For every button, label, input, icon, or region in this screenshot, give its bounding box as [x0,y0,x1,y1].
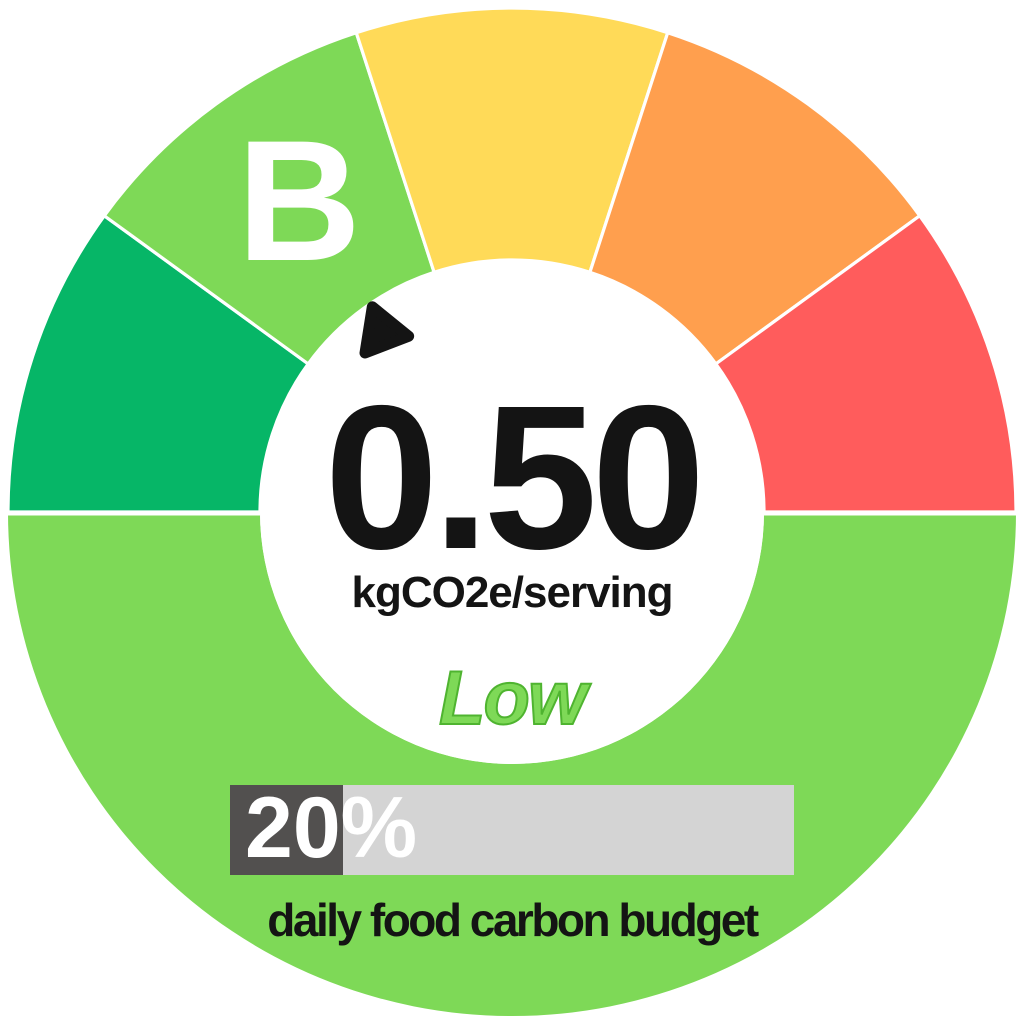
svg-text:B: B [237,105,361,297]
